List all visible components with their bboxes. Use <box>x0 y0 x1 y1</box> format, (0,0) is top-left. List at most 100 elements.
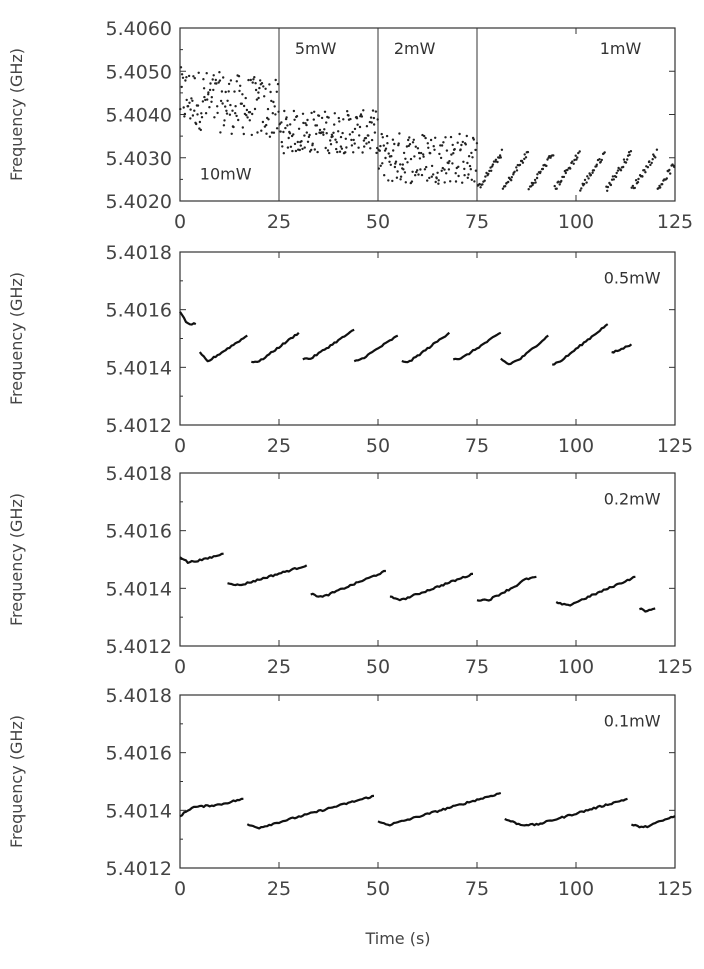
trace-segment <box>377 791 502 827</box>
data-point <box>385 134 389 138</box>
data-point <box>274 78 277 82</box>
data-point <box>227 82 231 86</box>
x-tick-label: 50 <box>366 435 390 457</box>
data-point <box>353 127 357 131</box>
data-point <box>187 74 191 78</box>
data-point <box>253 107 257 111</box>
data-point <box>301 112 305 116</box>
data-point <box>347 114 350 117</box>
data-point <box>633 186 636 190</box>
x-tick-label: 0 <box>174 435 186 457</box>
plot-frame <box>179 694 676 869</box>
data-point <box>599 160 602 163</box>
data-point <box>442 141 445 144</box>
data-point <box>673 165 676 169</box>
data-point <box>463 174 466 177</box>
data-point <box>443 181 446 184</box>
data-point <box>253 76 256 79</box>
data-point <box>641 175 644 178</box>
data-point <box>428 176 431 180</box>
data-point <box>387 152 390 155</box>
data-point <box>457 174 460 178</box>
data-point <box>359 113 363 116</box>
trace-segment <box>198 334 248 363</box>
data-point <box>323 128 326 131</box>
data-point <box>272 131 276 134</box>
data-point <box>348 133 352 136</box>
data-point <box>355 117 359 120</box>
data-point <box>472 138 475 141</box>
data-point <box>387 179 390 182</box>
data-point <box>229 103 232 107</box>
data-point <box>481 183 484 186</box>
data-point <box>524 156 528 159</box>
data-point <box>391 138 395 141</box>
data-point <box>249 78 252 82</box>
data-point <box>381 162 384 165</box>
data-point <box>256 131 259 134</box>
data-point <box>372 116 376 120</box>
data-point <box>374 110 378 113</box>
data-point <box>399 178 402 181</box>
data-point <box>369 147 372 150</box>
data-point <box>285 116 288 119</box>
x-tick-label: 25 <box>267 211 291 233</box>
data-point <box>303 134 306 137</box>
data-point <box>235 80 238 83</box>
data-point <box>333 123 336 126</box>
data-point <box>435 177 438 180</box>
data-point <box>616 169 620 172</box>
data-point <box>292 109 296 113</box>
data-point <box>234 105 237 108</box>
data-point <box>409 157 413 161</box>
data-point <box>342 118 345 121</box>
trace-segment <box>179 311 197 326</box>
data-point <box>341 131 344 135</box>
y-tick-label: 5.4016 <box>106 300 172 322</box>
y-tick-label: 5.4012 <box>106 858 172 880</box>
data-point <box>628 153 631 157</box>
trace-segment <box>504 797 628 827</box>
data-point <box>267 118 270 121</box>
y-tick-label: 5.4014 <box>106 800 172 822</box>
data-point <box>510 176 513 179</box>
data-point <box>200 112 203 115</box>
data-point <box>318 128 322 132</box>
data-point <box>364 136 368 140</box>
data-point <box>418 157 422 160</box>
data-point <box>552 154 555 157</box>
y-tick-label: 5.4018 <box>106 242 172 264</box>
data-point <box>183 115 186 118</box>
data-point <box>320 116 324 120</box>
data-point <box>248 119 251 122</box>
y-tick-label: 5.4050 <box>106 61 172 83</box>
data-point <box>592 169 596 172</box>
data-point <box>545 164 548 168</box>
data-point <box>454 180 458 183</box>
data-point <box>275 127 279 130</box>
data-point <box>546 158 549 161</box>
data-point <box>541 167 545 171</box>
data-point <box>298 148 301 152</box>
y-axis-title: Frequency (GHz) <box>7 715 26 848</box>
data-point <box>200 116 204 119</box>
data-point <box>404 181 407 184</box>
data-point <box>344 137 347 140</box>
data-point <box>622 158 626 161</box>
data-point <box>358 134 361 137</box>
data-point <box>389 163 392 166</box>
data-point <box>205 72 208 75</box>
data-point <box>224 90 227 94</box>
data-point <box>504 185 507 188</box>
data-point <box>438 152 441 156</box>
series-1 <box>179 791 676 830</box>
data-point <box>203 95 206 99</box>
data-point <box>195 122 198 126</box>
data-point <box>648 160 651 163</box>
data-point <box>443 168 446 171</box>
data-point <box>217 81 220 84</box>
data-point <box>218 79 222 82</box>
data-point <box>515 169 519 172</box>
data-point <box>636 181 640 184</box>
data-point <box>491 165 494 168</box>
